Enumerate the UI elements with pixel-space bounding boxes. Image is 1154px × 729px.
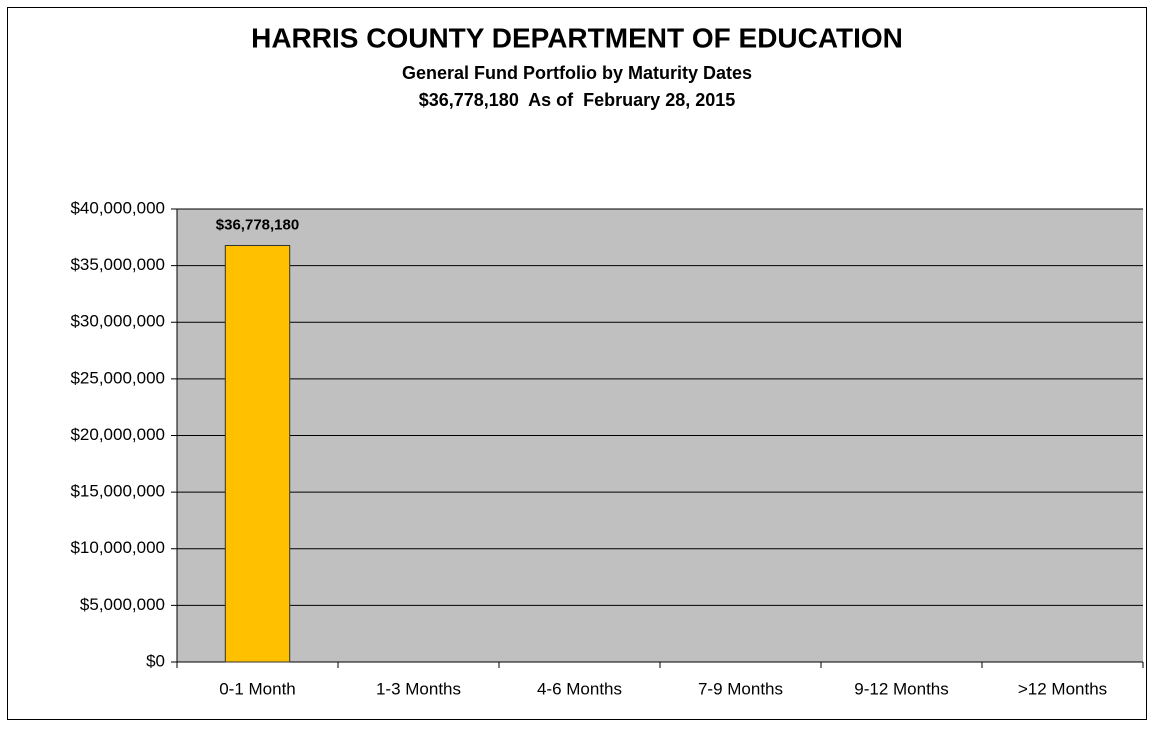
y-tick-label: $0 xyxy=(146,651,165,670)
data-label: $36,778,180 xyxy=(216,216,299,233)
y-tick-label: $10,000,000 xyxy=(70,538,165,557)
y-tick-label: $35,000,000 xyxy=(70,255,165,274)
x-tick-label: 9-12 Months xyxy=(854,679,949,698)
y-tick-label: $40,000,000 xyxy=(70,198,165,217)
chart-subtitle: $36,778,180 As of February 28, 2015 xyxy=(419,90,736,110)
y-tick-label: $15,000,000 xyxy=(70,482,165,501)
bar xyxy=(224,244,291,663)
chart-subtitle: General Fund Portfolio by Maturity Dates xyxy=(402,63,752,83)
y-tick-label: $5,000,000 xyxy=(80,595,165,614)
y-tick-label: $20,000,000 xyxy=(70,425,165,444)
y-tick-label: $25,000,000 xyxy=(70,368,165,387)
y-tick-label: $30,000,000 xyxy=(70,312,165,331)
x-tick-label: >12 Months xyxy=(1018,679,1107,698)
x-tick-label: 7-9 Months xyxy=(698,679,783,698)
x-tick-label: 0-1 Month xyxy=(219,679,296,698)
chart-title: HARRIS COUNTY DEPARTMENT OF EDUCATION xyxy=(251,22,903,53)
x-tick-label: 1-3 Months xyxy=(376,679,461,698)
x-tick-label: 4-6 Months xyxy=(537,679,622,698)
